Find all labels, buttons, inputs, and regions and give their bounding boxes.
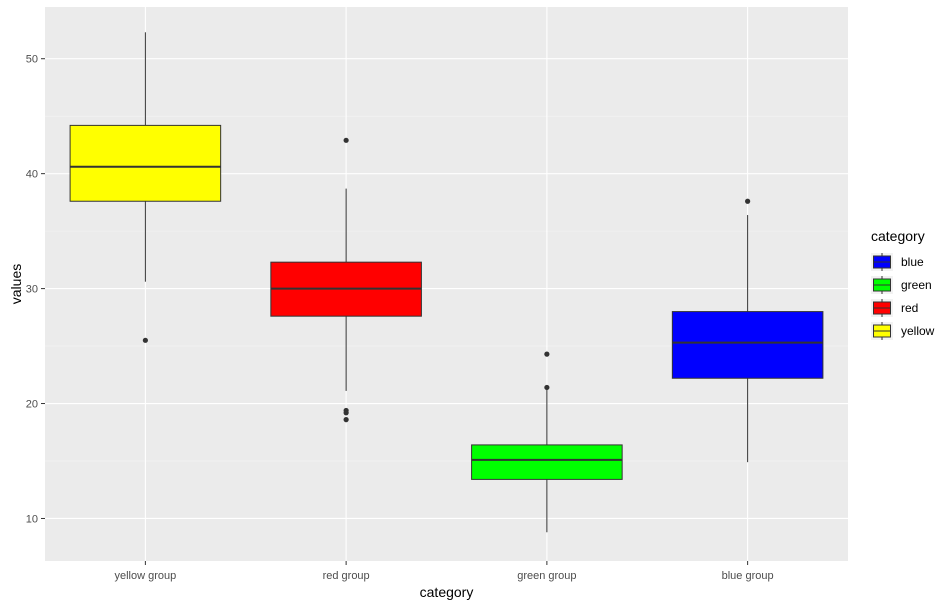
outlier-point — [544, 384, 550, 391]
y-axis: 10 20 30 40 50 — [26, 54, 45, 525]
x-tick-label: yellow group — [114, 570, 176, 582]
legend-label-blue: blue — [901, 255, 924, 269]
x-axis-title: category — [420, 584, 474, 600]
plot-panel — [45, 7, 848, 561]
x-tick-label: green group — [517, 570, 576, 582]
legend-label-green: green — [901, 278, 932, 292]
legend-key-red — [871, 299, 893, 317]
minor-gridlines — [45, 115, 848, 462]
box-yellow-group — [69, 32, 222, 343]
y-tick-label: 50 — [26, 54, 38, 66]
legend-key-blue — [871, 253, 893, 271]
box-green-group — [471, 351, 623, 533]
legend-key-yellow — [871, 322, 893, 340]
y-tick-label: 20 — [26, 399, 38, 411]
legend-label-yellow: yellow — [901, 324, 935, 338]
outlier-point — [544, 351, 550, 357]
box-blue-group — [671, 198, 824, 463]
box-iqr — [69, 124, 222, 202]
box-iqr — [471, 444, 623, 480]
legend-items: blue green red yellow — [871, 253, 935, 340]
outlier-point — [745, 198, 751, 204]
y-tick-label: 30 — [26, 284, 38, 296]
outlier-point — [343, 410, 349, 416]
outlier-point — [343, 137, 349, 143]
outlier-point — [142, 337, 148, 343]
x-tick-label: blue group — [722, 570, 774, 582]
x-tick-label: red group — [323, 570, 370, 582]
y-axis-title: values — [8, 264, 24, 304]
box-red-group — [270, 137, 422, 423]
legend-label-red: red — [901, 301, 918, 315]
outlier-point — [343, 417, 349, 423]
x-axis: yellow group red group green group blue gro… — [114, 561, 774, 582]
legend: category blue green red yellow — [871, 228, 935, 340]
legend-title: category — [871, 228, 925, 244]
y-tick-label: 10 — [26, 513, 38, 525]
y-tick-label: 40 — [26, 169, 38, 181]
legend-key-green — [871, 276, 893, 294]
box-iqr — [671, 311, 824, 379]
boxes-layer — [69, 32, 824, 533]
